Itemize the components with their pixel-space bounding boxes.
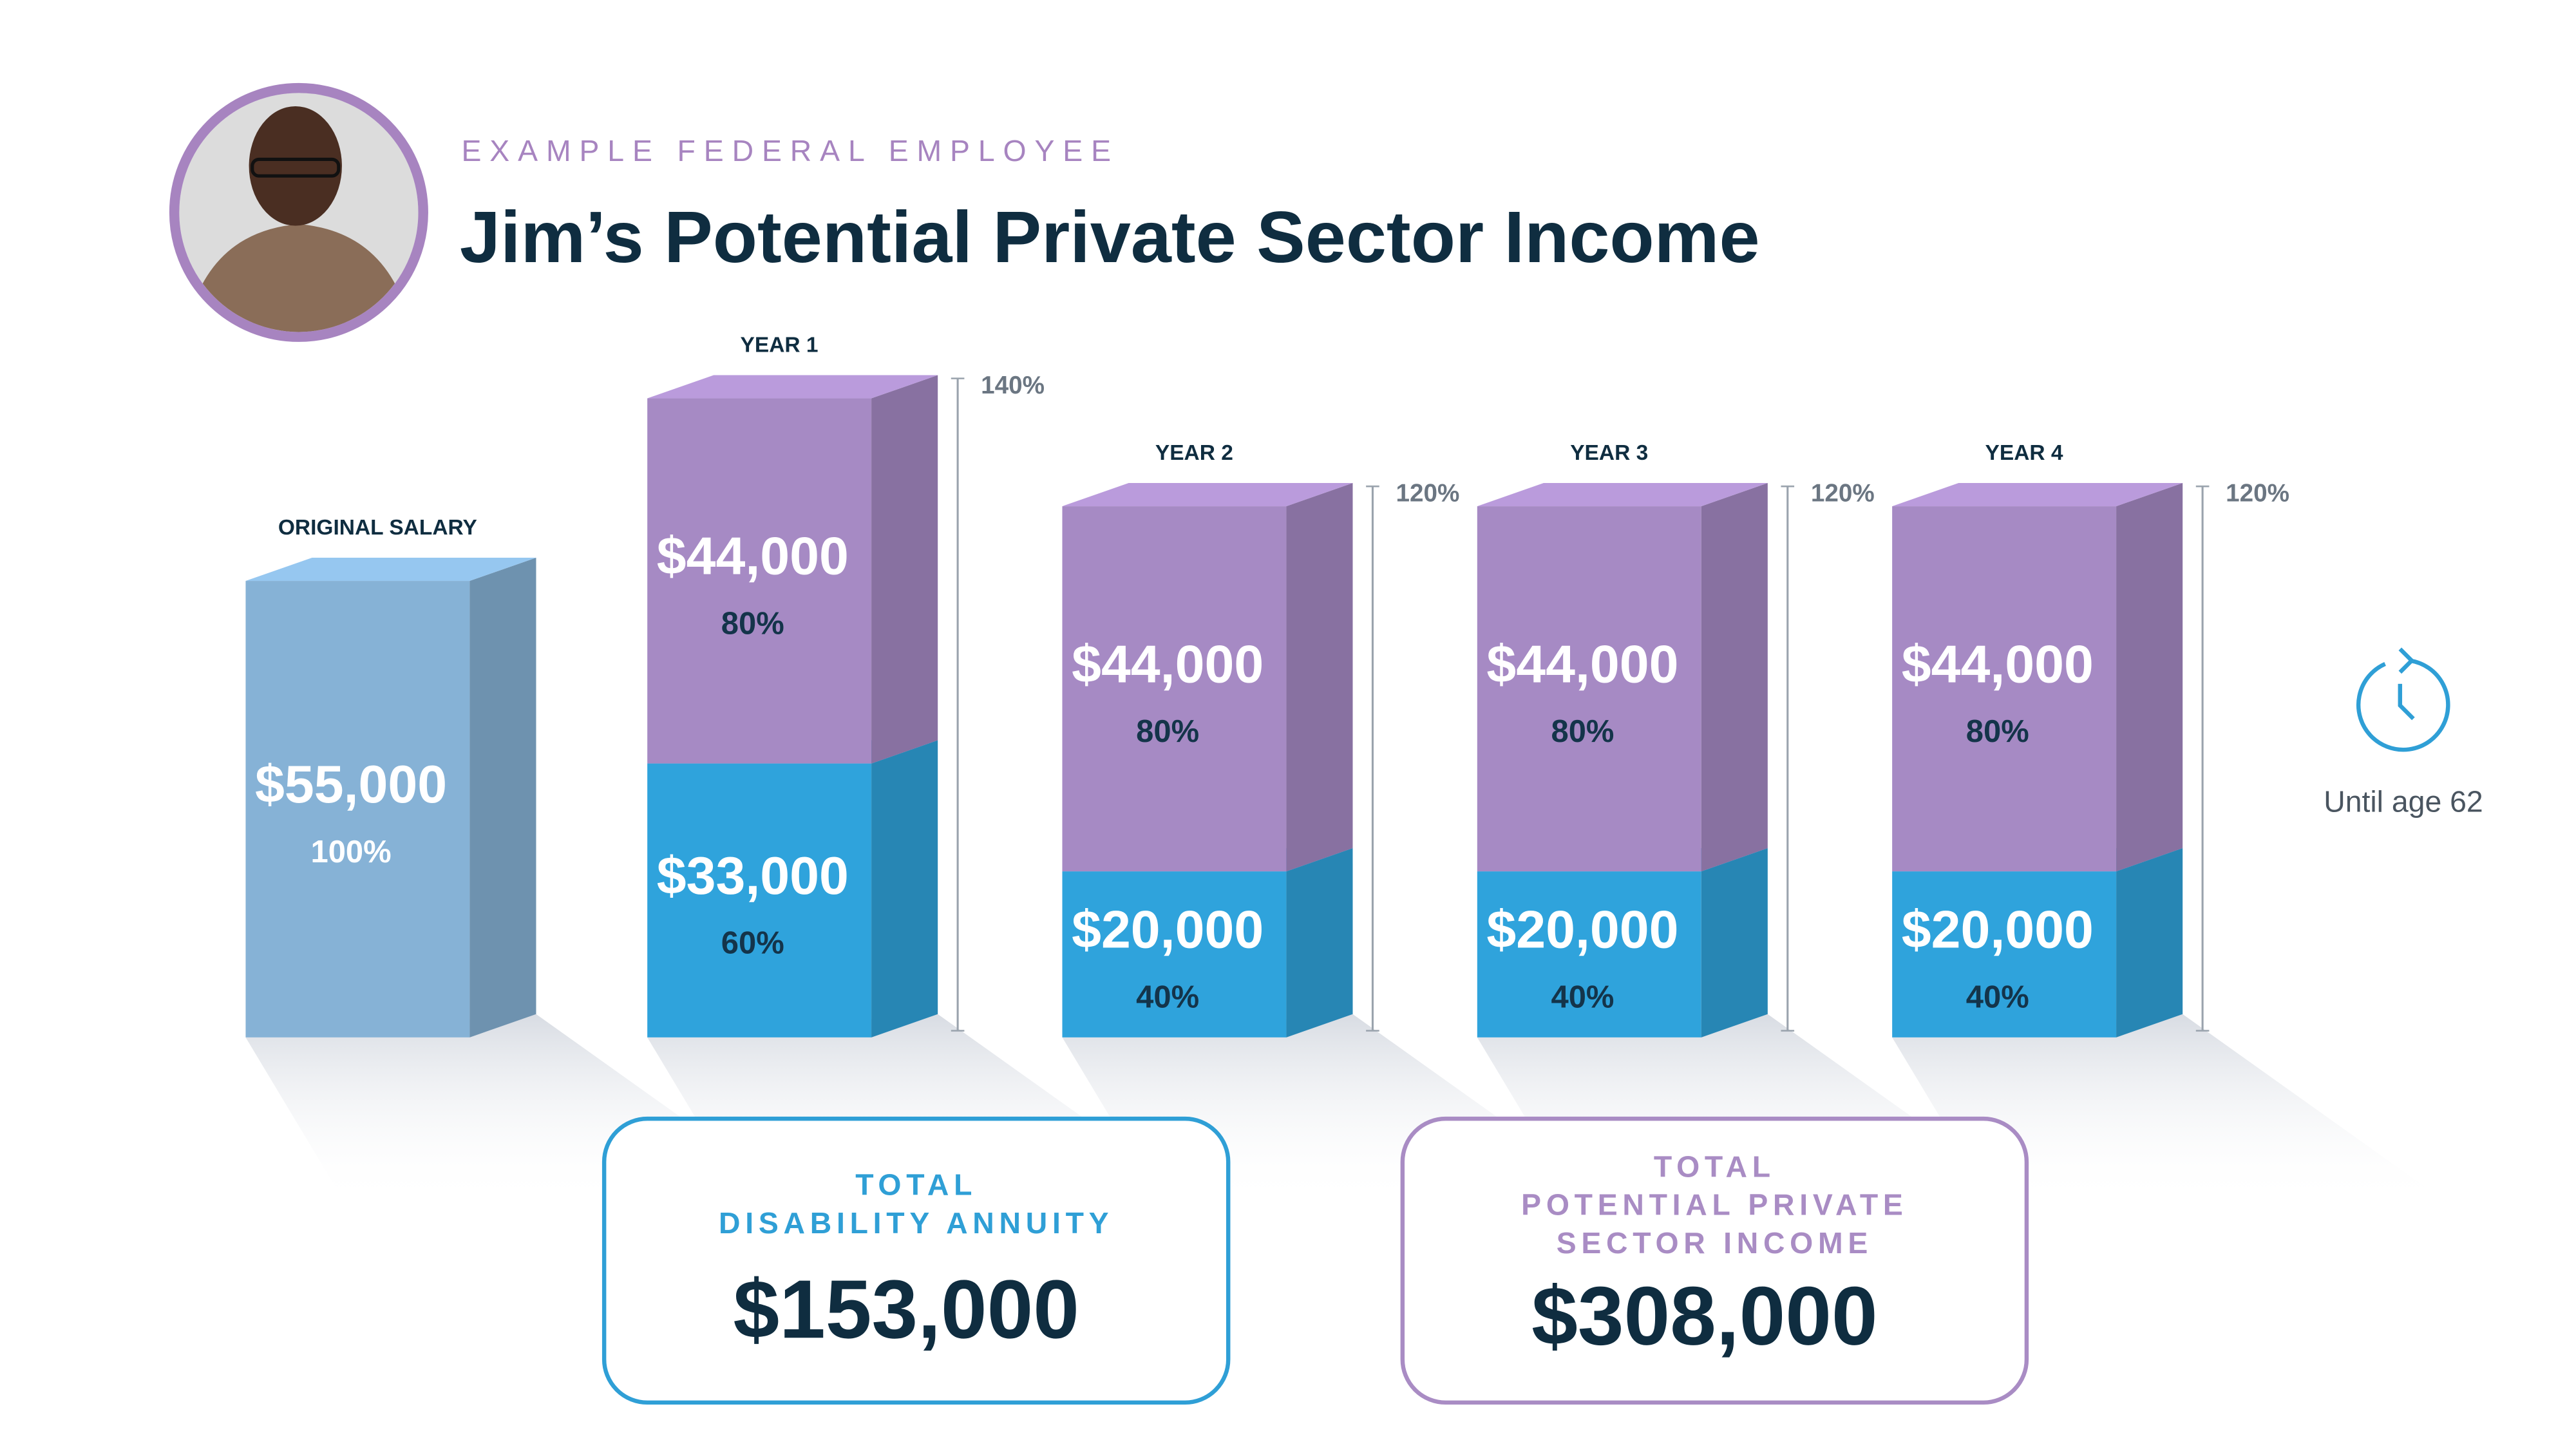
- bar-side: [871, 375, 938, 764]
- category-label: ORIGINAL SALARY: [278, 516, 477, 540]
- subtitle: EXAMPLE FEDERAL EMPLOYEE: [461, 134, 1119, 167]
- value-label: $44,000: [1486, 634, 1678, 694]
- title: Jim’s Potential Private Sector Income: [460, 196, 1760, 278]
- bar-side: [1701, 483, 1768, 872]
- bar-side: [871, 740, 938, 1037]
- bar-segment: [245, 581, 470, 1037]
- total-label: TOTAL: [1654, 1150, 1776, 1183]
- bar-side: [1701, 848, 1768, 1037]
- percent-label: 40%: [1136, 980, 1199, 1014]
- category-label: YEAR 4: [1985, 441, 2063, 465]
- percent-label: 80%: [1551, 714, 1614, 749]
- total-percent-label: 120%: [1811, 479, 1875, 507]
- percent-label: 80%: [1136, 714, 1199, 749]
- value-label: $44,000: [1902, 634, 2094, 694]
- total-percent-label: 120%: [1396, 479, 1460, 507]
- percent-label: 40%: [1551, 980, 1614, 1014]
- percent-label: 80%: [721, 607, 784, 641]
- total-value: $153,000: [733, 1263, 1079, 1356]
- value-label: $20,000: [1902, 900, 2094, 960]
- total-label: DISABILITY ANNUITY: [719, 1206, 1113, 1240]
- percent-label: 100%: [310, 835, 391, 869]
- bar-side: [2116, 848, 2183, 1037]
- bar-side: [1286, 848, 1353, 1037]
- total-box: [1400, 1116, 2029, 1405]
- bar-segment: [1892, 871, 2117, 1037]
- avatar: [169, 82, 428, 342]
- bar-segment: [1892, 506, 2117, 872]
- annotation: Until age 62: [2324, 784, 2483, 818]
- value-label: $20,000: [1486, 900, 1678, 960]
- category-label: YEAR 3: [1570, 441, 1648, 465]
- total-label: TOTAL: [855, 1168, 977, 1202]
- bar-segment: [647, 398, 872, 764]
- value-label: $33,000: [657, 846, 849, 905]
- bar-segment: [1477, 871, 1701, 1037]
- percent-label: 40%: [1966, 980, 2029, 1014]
- bar-segment: [647, 763, 872, 1037]
- bar-top: [1477, 483, 1768, 507]
- percent-label: 60%: [721, 926, 784, 961]
- bar-top: [245, 557, 536, 582]
- clock-icon: [2356, 647, 2450, 752]
- bar-segment: [1062, 506, 1287, 872]
- total-percent-label: 120%: [2226, 479, 2289, 507]
- bar-segment: [1062, 871, 1287, 1037]
- bar-side: [469, 557, 536, 1037]
- total-label: SECTOR INCOME: [1557, 1226, 1873, 1260]
- total-label: POTENTIAL PRIVATE: [1521, 1188, 1908, 1222]
- value-label: $44,000: [1072, 634, 1264, 694]
- bar-top: [1062, 483, 1353, 507]
- bar-top: [647, 375, 938, 399]
- value-label: $44,000: [657, 527, 849, 586]
- bar-side: [2116, 483, 2183, 872]
- bar-segment: [1477, 506, 1701, 872]
- value-label: $20,000: [1072, 900, 1264, 960]
- bar-side: [1286, 483, 1353, 872]
- category-label: YEAR 2: [1155, 441, 1233, 465]
- total-box: [601, 1116, 1231, 1405]
- value-label: $55,000: [255, 755, 447, 814]
- shadow: [1892, 1014, 2448, 1204]
- percent-label: 80%: [1966, 714, 2029, 749]
- total-percent-label: 140%: [981, 372, 1045, 399]
- category-label: YEAR 1: [741, 333, 819, 357]
- bar-top: [1892, 483, 2183, 507]
- total-value: $308,000: [1531, 1270, 1877, 1363]
